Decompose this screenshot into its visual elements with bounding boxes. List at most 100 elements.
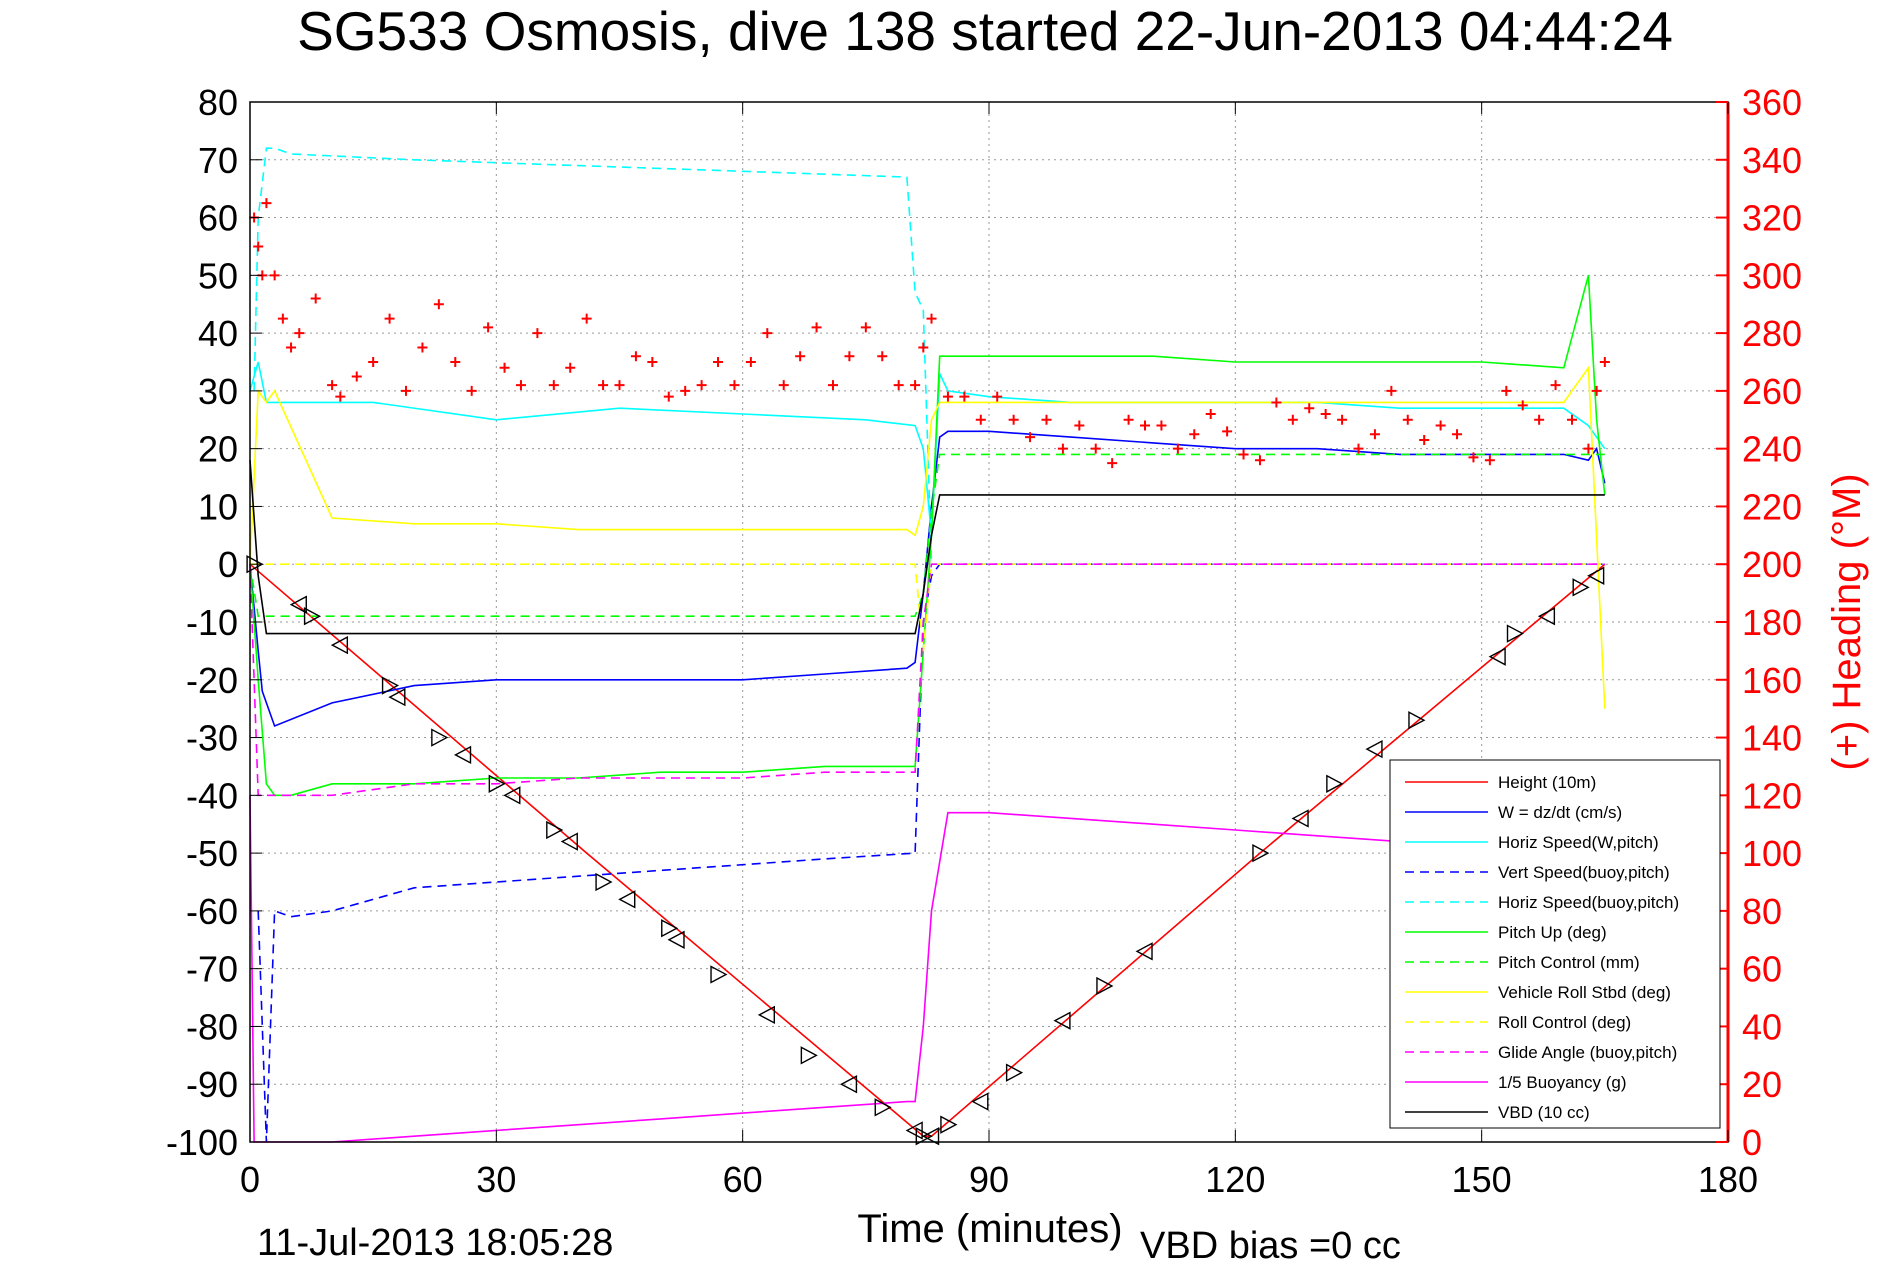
heading-point [327, 380, 338, 391]
series-line-roll_ctrl [250, 563, 1605, 651]
heading-point [910, 380, 921, 391]
y-tick-label: -40 [186, 775, 238, 816]
footer-timestamp: 11-Jul-2013 18:05:28 [257, 1222, 613, 1262]
heading-point [926, 313, 937, 324]
heading-point [778, 380, 789, 391]
heading-point [614, 380, 625, 391]
heading-point [1107, 458, 1118, 469]
chart-title: SG533 Osmosis, dive 138 started 22-Jun-2… [297, 0, 1673, 62]
y2-tick-label: 340 [1742, 140, 1802, 181]
heading-point [581, 313, 592, 324]
heading-point [1369, 429, 1380, 440]
heading-point [269, 270, 280, 281]
height-marker [1506, 624, 1524, 643]
heading-point [384, 313, 395, 324]
legend-label-roll_ctrl: Roll Control (deg) [1498, 1013, 1631, 1032]
heading-point [417, 342, 428, 353]
series-line-glide [249, 563, 1605, 797]
y-tick-label: 50 [198, 255, 238, 296]
heading-point [1057, 443, 1068, 454]
heading-point [433, 299, 444, 310]
legend-label-vbd: VBD (10 cc) [1498, 1103, 1590, 1122]
heading-point [1172, 443, 1183, 454]
y-axis-right-label: (+) Heading (°M) [1825, 473, 1869, 770]
heading-point [368, 357, 379, 367]
heading-point [1337, 414, 1348, 425]
height-marker [1572, 578, 1590, 597]
heading-point [663, 391, 674, 402]
heading-point [1599, 357, 1610, 367]
heading-point [401, 385, 412, 396]
y2-tick-label: 0 [1742, 1122, 1762, 1163]
heading-point [1156, 420, 1167, 431]
y-tick-label: 30 [198, 371, 238, 412]
heading-point [294, 328, 305, 339]
y2-tick-label: 140 [1742, 718, 1802, 759]
heading-point [253, 241, 264, 252]
heading-point [515, 380, 526, 391]
y-tick-label: 0 [218, 544, 238, 585]
y-tick-label: 20 [198, 429, 238, 470]
heading-point [1583, 443, 1594, 454]
heading-point [1090, 443, 1101, 454]
heading-point [532, 328, 543, 339]
heading-point [827, 380, 838, 391]
y-tick-label: -100 [166, 1122, 238, 1163]
x-axis: 0 30 60 90 120 150 180 [240, 102, 1758, 1200]
height-marker [1135, 942, 1153, 961]
heading-point [696, 380, 707, 391]
y-tick-label: -60 [186, 891, 238, 932]
heading-point [450, 357, 461, 367]
legend-label-glide: Glide Angle (buoy,pitch) [1498, 1043, 1677, 1062]
height-marker [560, 832, 578, 851]
height-marker [1587, 566, 1605, 585]
height-marker [303, 607, 322, 626]
y-tick-label: 70 [198, 140, 238, 181]
y2-tick-label: 80 [1742, 891, 1782, 932]
heading-point [548, 380, 559, 391]
y-axis-right: 3603403203002802602402202001801601401201… [1716, 82, 1802, 1163]
height-marker [330, 635, 349, 655]
series-line-vbd [249, 460, 1605, 635]
y2-tick-label: 240 [1742, 429, 1802, 470]
height-marker [800, 1046, 818, 1065]
heading-point [598, 380, 609, 391]
y-tick-label: -80 [186, 1006, 238, 1047]
height-marker [1005, 1063, 1024, 1082]
height-markers [246, 555, 1605, 1146]
height-marker [661, 919, 679, 938]
y-tick-label: -30 [186, 718, 238, 759]
y-tick-label: 80 [198, 82, 238, 123]
heading-point [729, 380, 740, 391]
height-marker [431, 728, 449, 747]
height-marker [1326, 774, 1344, 793]
legend-box [1389, 759, 1721, 1129]
series-line-vert_buoy [257, 563, 1605, 1143]
height-marker [971, 1092, 989, 1111]
heading-point [1468, 452, 1479, 463]
heading-point [483, 322, 494, 333]
heading-point [1353, 443, 1364, 454]
y2-tick-label: 280 [1742, 313, 1802, 354]
heading-point [466, 385, 477, 396]
legend-label-roll: Vehicle Roll Stbd (deg) [1498, 983, 1671, 1002]
height-marker [488, 774, 506, 793]
heading-point [1123, 414, 1134, 425]
heading-point [1074, 420, 1085, 431]
y-tick-label: 60 [198, 198, 238, 239]
height-marker [381, 676, 400, 695]
x-tick-label: 30 [476, 1159, 516, 1200]
height-marker [388, 687, 406, 707]
heading-point [1566, 414, 1577, 425]
y2-tick-label: 160 [1742, 660, 1802, 701]
x-axis-label: Time (minutes) [857, 1207, 1122, 1251]
heading-point [1140, 420, 1151, 431]
heading-point [745, 357, 756, 367]
heading-point [1238, 449, 1249, 460]
legend-label-vert_buoy: Vert Speed(buoy,pitch) [1498, 863, 1670, 882]
y-tick-label: -90 [186, 1064, 238, 1105]
heading-point [499, 362, 510, 373]
legend-label-w: W = dz/dt (cm/s) [1498, 803, 1622, 822]
heading-point [351, 371, 362, 382]
